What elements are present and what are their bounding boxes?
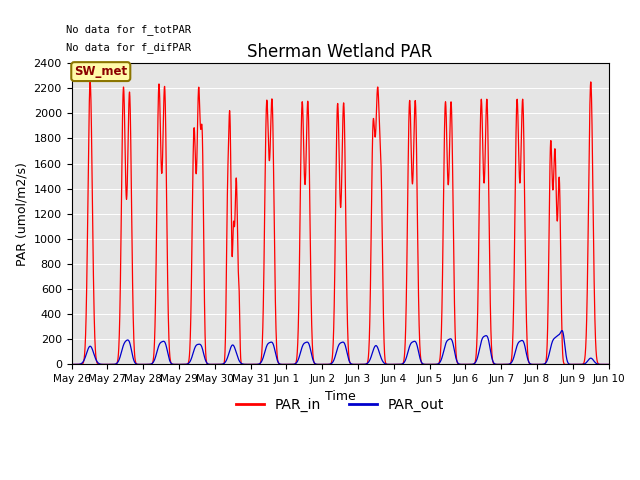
PAR_out bbox=[460, 361, 468, 367]
PAR_out bbox=[491, 361, 499, 367]
PAR_in bbox=[491, 361, 499, 367]
PAR_out bbox=[605, 361, 612, 367]
PAR_in bbox=[460, 361, 468, 367]
Line: PAR_out: PAR_out bbox=[72, 331, 609, 364]
PAR_out bbox=[558, 328, 566, 334]
Text: SW_met: SW_met bbox=[74, 65, 127, 78]
Text: No data for f_totPAR: No data for f_totPAR bbox=[66, 24, 191, 35]
PAR_out bbox=[320, 361, 328, 367]
PAR_out bbox=[431, 361, 438, 367]
PAR_out bbox=[164, 351, 172, 357]
PAR_in bbox=[164, 300, 172, 306]
Legend: PAR_in, PAR_out: PAR_in, PAR_out bbox=[230, 393, 450, 418]
PAR_in bbox=[68, 361, 76, 367]
PAR_in bbox=[587, 79, 595, 85]
PAR_in bbox=[320, 361, 328, 367]
PAR_out bbox=[68, 361, 76, 367]
Line: PAR_in: PAR_in bbox=[72, 82, 609, 364]
Title: Sherman Wetland PAR: Sherman Wetland PAR bbox=[248, 44, 433, 61]
PAR_in bbox=[605, 361, 612, 367]
PAR_in bbox=[604, 361, 612, 367]
X-axis label: Time: Time bbox=[324, 390, 355, 403]
PAR_in bbox=[431, 361, 438, 367]
PAR_out bbox=[604, 361, 612, 367]
Y-axis label: PAR (umol/m2/s): PAR (umol/m2/s) bbox=[15, 162, 28, 265]
Text: No data for f_difPAR: No data for f_difPAR bbox=[66, 42, 191, 53]
